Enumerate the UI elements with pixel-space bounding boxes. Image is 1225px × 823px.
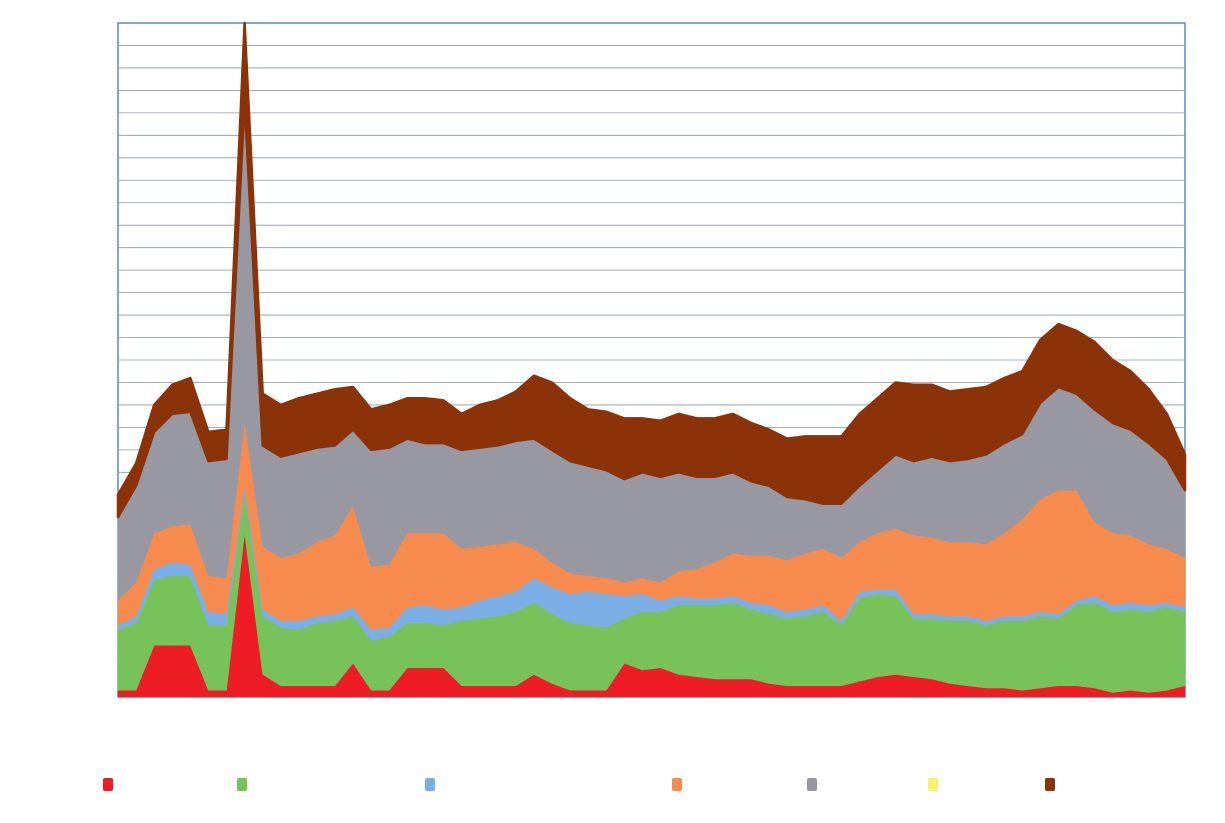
legend-swatch-2 [237, 778, 247, 791]
legend-item-7 [1045, 778, 1061, 791]
stacked-area-chart [116, 21, 1187, 698]
legend-item-4 [672, 778, 688, 791]
legend-item-5 [807, 778, 823, 791]
area-series-7 [116, 21, 1187, 519]
legend-swatch-6 [928, 778, 938, 791]
legend-item-3 [425, 778, 441, 791]
legend-swatch-3 [425, 778, 435, 791]
legend-swatch-4 [672, 778, 682, 791]
legend-swatch-7 [1045, 778, 1055, 791]
legend-swatch-1 [103, 778, 113, 791]
legend-item-2 [237, 778, 253, 791]
chart-legend [0, 770, 1225, 800]
legend-item-6 [928, 778, 944, 791]
legend-item-1 [103, 778, 119, 791]
legend-swatch-5 [807, 778, 817, 791]
